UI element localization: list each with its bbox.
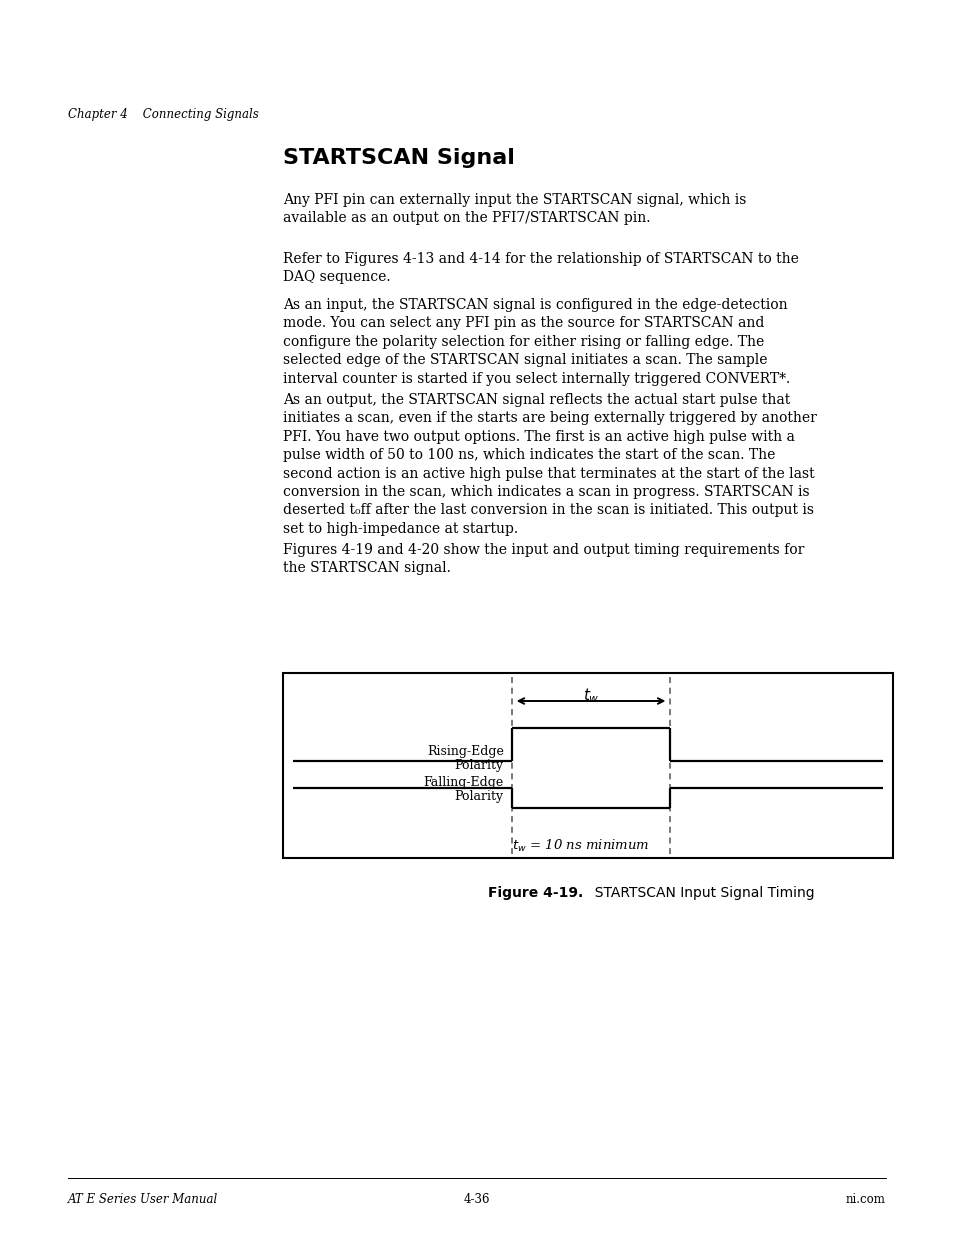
Text: Figures 4-19 and 4-20 show the input and output timing requirements for
the STAR: Figures 4-19 and 4-20 show the input and… (283, 543, 803, 576)
Text: Polarity: Polarity (455, 790, 503, 803)
Text: AT E Series User Manual: AT E Series User Manual (68, 1193, 218, 1207)
Text: Figure 4-19.: Figure 4-19. (487, 885, 582, 900)
Bar (283, 673, 892, 858)
Text: As an input, the STARTSCAN signal is configured in the edge-detection
mode. You : As an input, the STARTSCAN signal is con… (283, 298, 789, 385)
Text: STARTSCAN Input Signal Timing: STARTSCAN Input Signal Timing (585, 885, 814, 900)
Text: STARTSCAN Signal: STARTSCAN Signal (283, 148, 515, 168)
Text: $t_w$ = 10 ns minimum: $t_w$ = 10 ns minimum (512, 839, 649, 855)
Text: Refer to Figures 4-13 and 4-14 for the relationship of STARTSCAN to the
DAQ sequ: Refer to Figures 4-13 and 4-14 for the r… (283, 252, 798, 284)
Text: ni.com: ni.com (845, 1193, 885, 1207)
Text: Polarity: Polarity (455, 760, 503, 772)
Text: 4-36: 4-36 (463, 1193, 490, 1207)
Text: Rising-Edge: Rising-Edge (426, 745, 503, 758)
Text: As an output, the STARTSCAN signal reflects the actual start pulse that
initiate: As an output, the STARTSCAN signal refle… (283, 393, 816, 536)
Text: $t_w$: $t_w$ (582, 685, 598, 705)
Text: Falling-Edge: Falling-Edge (423, 776, 503, 789)
Text: Any PFI pin can externally input the STARTSCAN signal, which is
available as an : Any PFI pin can externally input the STA… (283, 193, 745, 226)
Text: Chapter 4    Connecting Signals: Chapter 4 Connecting Signals (68, 107, 258, 121)
